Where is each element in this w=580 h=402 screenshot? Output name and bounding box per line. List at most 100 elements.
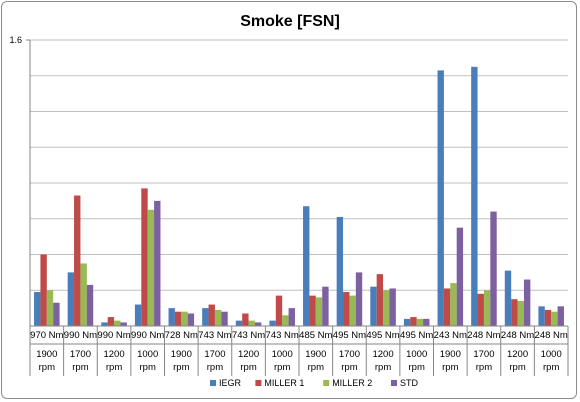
category-load-label: 495 Nm xyxy=(400,330,433,341)
category-load-label: 990 Nm xyxy=(131,330,164,341)
bar-miller-2-7 xyxy=(282,315,289,326)
bar-iegr-1 xyxy=(67,272,75,326)
category-load-label: 248 Nm xyxy=(535,330,568,341)
legend: IEGR MILLER 1 MILLER 2 STD xyxy=(210,378,419,388)
axes: 1.6 xyxy=(9,35,568,327)
legend-swatch-miller-2 xyxy=(323,380,330,386)
bar-std-11 xyxy=(423,318,430,326)
category-speed-label: 1900 xyxy=(440,349,461,360)
bar-std-2 xyxy=(120,322,127,326)
bar-iegr-3 xyxy=(134,304,142,326)
bar-iegr-11 xyxy=(403,318,411,326)
category-speed-label: 1900 xyxy=(36,349,57,360)
bar-miller-2-8 xyxy=(315,297,323,326)
bar-miller-2-12 xyxy=(450,283,457,326)
category-unit-label: rpm xyxy=(173,362,189,373)
category-unit-label: rpm xyxy=(308,362,324,373)
bar-iegr-2 xyxy=(101,322,108,326)
bar-std-12 xyxy=(456,227,464,326)
gridlines xyxy=(30,39,568,291)
legend-label: STD xyxy=(400,378,419,388)
bar-miller-2-13 xyxy=(483,290,491,326)
legend-label: MILLER 1 xyxy=(264,378,304,388)
bar-miller-2-1 xyxy=(80,263,87,326)
category-load-label: 248 Nm xyxy=(467,330,500,341)
bar-std-13 xyxy=(490,211,497,326)
bar-miller-2-0 xyxy=(46,290,54,326)
category-load-label: 970 Nm xyxy=(30,330,63,341)
category-speed-label: 1200 xyxy=(507,349,528,360)
bar-iegr-9 xyxy=(336,216,344,326)
legend-label: MILLER 2 xyxy=(332,378,372,388)
category-speed-label: 1000 xyxy=(406,349,427,360)
bar-iegr-0 xyxy=(34,292,41,326)
category-speed-label: 1700 xyxy=(473,349,494,360)
bar-std-0 xyxy=(53,302,60,326)
category-unit-label: rpm xyxy=(140,362,156,373)
bar-miller-1-15 xyxy=(544,309,552,326)
bar-miller-1-6 xyxy=(242,313,249,326)
bar-miller-2-15 xyxy=(551,311,558,326)
category-unit-label: rpm xyxy=(72,362,88,373)
legend-label: IEGR xyxy=(219,378,242,388)
bar-iegr-15 xyxy=(538,306,545,326)
bar-std-15 xyxy=(557,306,564,326)
bar-miller-1-1 xyxy=(74,195,81,326)
category-unit-label: rpm xyxy=(409,362,425,373)
category-speed-label: 1200 xyxy=(238,349,259,360)
category-unit-label: rpm xyxy=(509,362,525,373)
bar-iegr-6 xyxy=(235,320,243,326)
category-unit-label: rpm xyxy=(39,362,55,373)
bar-miller-1-8 xyxy=(309,295,316,326)
category-load-label: 248 Nm xyxy=(501,330,534,341)
category-load-label: 743 Nm xyxy=(232,330,265,341)
category-load-label: 495 Nm xyxy=(333,330,366,341)
category-unit-label: rpm xyxy=(375,362,391,373)
bar-iegr-4 xyxy=(168,308,175,326)
bars-group xyxy=(34,66,564,326)
bar-std-7 xyxy=(288,308,295,326)
category-speed-label: 1700 xyxy=(70,349,91,360)
category-speed-label: 1000 xyxy=(272,349,293,360)
category-load-label: 990 Nm xyxy=(64,330,97,341)
bar-miller-1-11 xyxy=(410,317,417,326)
bar-std-10 xyxy=(389,288,396,326)
bar-std-6 xyxy=(254,322,262,326)
category-load-label: 743 Nm xyxy=(266,330,299,341)
bar-miller-1-4 xyxy=(174,311,182,326)
category-unit-label: rpm xyxy=(207,362,223,373)
bar-iegr-5 xyxy=(202,308,209,326)
category-load-label: 243 Nm xyxy=(434,330,467,341)
bar-std-4 xyxy=(187,313,195,326)
bar-iegr-12 xyxy=(437,70,444,326)
bar-miller-2-5 xyxy=(214,309,222,326)
bar-miller-2-9 xyxy=(349,295,356,326)
bar-miller-2-4 xyxy=(181,311,188,326)
legend-swatch-miller-1 xyxy=(255,380,262,386)
bar-miller-1-3 xyxy=(141,188,148,326)
bar-miller-2-6 xyxy=(248,320,255,326)
bar-iegr-7 xyxy=(269,320,276,326)
bar-iegr-14 xyxy=(504,270,512,326)
category-unit-label: rpm xyxy=(240,362,256,373)
category-unit-label: rpm xyxy=(341,362,357,373)
legend-swatch-iegr xyxy=(210,380,216,386)
category-speed-label: 1000 xyxy=(137,349,158,360)
bar-miller-1-5 xyxy=(208,304,215,326)
category-speed-label: 1900 xyxy=(305,349,326,360)
bar-miller-1-13 xyxy=(477,293,484,326)
bar-miller-1-14 xyxy=(511,299,518,326)
category-unit-label: rpm xyxy=(543,362,559,373)
bar-miller-1-12 xyxy=(443,288,451,326)
category-load-label: 743 Nm xyxy=(198,330,231,341)
bar-std-3 xyxy=(154,200,161,326)
bar-miller-2-11 xyxy=(416,318,424,326)
category-unit-label: rpm xyxy=(476,362,492,373)
category-unit-label: rpm xyxy=(274,362,290,373)
bar-miller-1-7 xyxy=(275,295,283,326)
category-labels: 970 Nm 1900 rpm 990 Nm 1700 rpm 990 Nm 1200 rpm 9… xyxy=(29,326,569,376)
bar-std-9 xyxy=(355,272,363,326)
category-load-label: 495 Nm xyxy=(366,330,399,341)
bar-miller-1-9 xyxy=(343,292,350,326)
